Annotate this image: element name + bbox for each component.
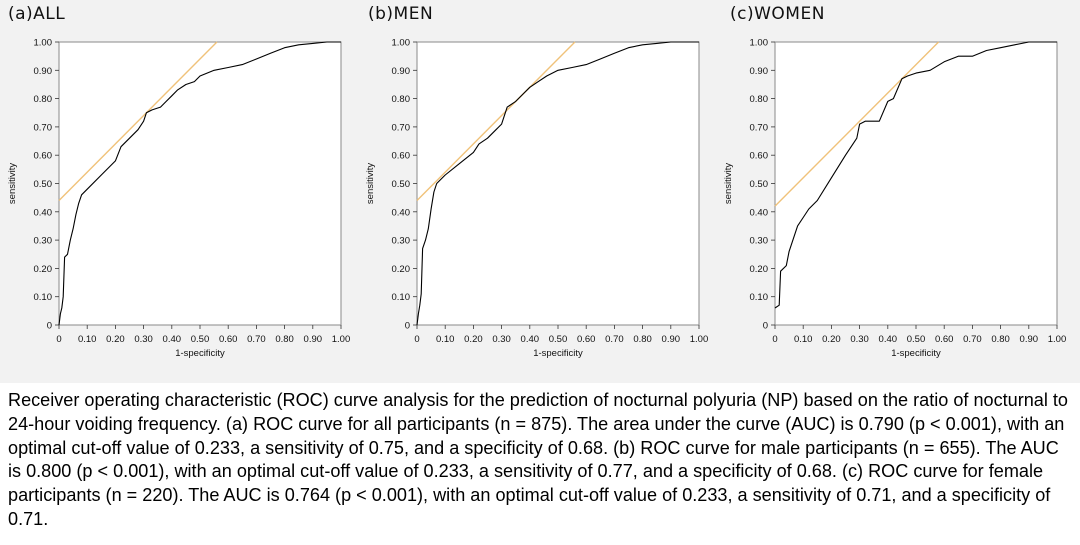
x-tick-label: 0.30 xyxy=(850,334,869,345)
figure-area: (a)ALL 0 0.10 0.20 0.30 0.40 0.50 0.60 0.70 0.80… xyxy=(0,0,1080,383)
y-tick-label: 1.00 xyxy=(392,38,411,49)
y-tick-label: 0 xyxy=(405,321,410,332)
plot-area xyxy=(416,41,700,326)
x-tick-label: 0.40 xyxy=(521,334,540,345)
y-tick-label: 0.30 xyxy=(34,236,53,247)
x-tick-label: 0.80 xyxy=(275,334,294,345)
tangent-line xyxy=(774,41,940,207)
panel-label: (a)ALL xyxy=(8,4,66,24)
x-tick-label: 0.70 xyxy=(605,334,624,345)
x-tick-label: 1.00 xyxy=(1048,334,1067,345)
x-tick-label: 0.40 xyxy=(163,334,182,345)
roc-panel-all: (a)ALL 0 0.10 0.20 0.30 0.40 0.50 0.60 0.70 0.80… xyxy=(0,0,360,383)
x-tick-label: 0.60 xyxy=(577,334,596,345)
plot-area xyxy=(774,41,1058,326)
roc-curve xyxy=(774,41,1057,309)
x-tick-label: 0.70 xyxy=(247,334,266,345)
roc-panel-women: (c)WOMEN 0 0.10 0.20 0.30 0.40 0.50 0.60 0.70 0.… xyxy=(716,0,1076,383)
y-tick-label: 0.60 xyxy=(34,151,53,162)
tangent-line xyxy=(416,41,576,201)
x-tick-label: 0.60 xyxy=(935,334,954,345)
x-tick-label: 1.00 xyxy=(690,334,709,345)
y-tick-label: 1.00 xyxy=(34,38,53,49)
y-tick-label: 1.00 xyxy=(750,38,769,49)
roc-panel-men: (b)MEN 0 0.10 0.20 0.30 0.40 0.50 0.60 0.70 0.80… xyxy=(358,0,718,383)
y-axis-label: sensitivity xyxy=(365,163,376,204)
x-tick-label: 0 xyxy=(56,334,61,345)
x-axis-label: 1-specificity xyxy=(175,348,225,359)
roc-chart-men: 0 0.10 0.20 0.30 0.40 0.50 0.60 0.70 0.80 0.90 1.0… xyxy=(365,38,709,360)
y-tick-label: 0.20 xyxy=(392,264,411,275)
y-tick-label: 0.70 xyxy=(34,122,53,133)
y-axis-label: sensitivity xyxy=(7,163,18,204)
x-tick-label: 0.30 xyxy=(492,334,511,345)
y-tick-label: 0.10 xyxy=(34,292,53,303)
roc-chart-women: 0 0.10 0.20 0.30 0.40 0.50 0.60 0.70 0.80 0.90 1.0… xyxy=(723,38,1067,360)
y-tick-label: 0 xyxy=(763,321,768,332)
y-tick-label: 0.90 xyxy=(34,66,53,77)
panel-label: (c)WOMEN xyxy=(730,4,825,24)
x-tick-label: 0.70 xyxy=(963,334,982,345)
y-tick-label: 0.60 xyxy=(750,151,769,162)
y-tick-label: 0.40 xyxy=(750,207,769,218)
y-tick-label: 0.10 xyxy=(750,292,769,303)
x-tick-label: 0.30 xyxy=(134,334,153,345)
x-tick-label: 0 xyxy=(772,334,777,345)
plot-area xyxy=(58,41,342,326)
x-tick-label: 0.40 xyxy=(879,334,898,345)
roc-curve xyxy=(416,41,699,326)
x-axis-label: 1-specificity xyxy=(533,348,583,359)
y-tick-label: 0.90 xyxy=(750,66,769,77)
y-axis-label: sensitivity xyxy=(723,163,734,204)
x-tick-label: 0.20 xyxy=(106,334,125,345)
x-tick-label: 0.60 xyxy=(219,334,238,345)
x-tick-label: 0.50 xyxy=(549,334,568,345)
x-tick-label: 0.50 xyxy=(191,334,210,345)
y-tick-label: 0.40 xyxy=(392,207,411,218)
x-axis-label: 1-specificity xyxy=(891,348,941,359)
y-tick-label: 0.60 xyxy=(392,151,411,162)
tangent-line xyxy=(58,41,218,201)
x-tick-label: 0.80 xyxy=(633,334,652,345)
x-tick-label: 0.90 xyxy=(1020,334,1039,345)
y-tick-label: 0.50 xyxy=(750,179,769,190)
y-tick-label: 0.40 xyxy=(34,207,53,218)
y-tick-label: 0.30 xyxy=(750,236,769,247)
y-tick-label: 0.50 xyxy=(392,179,411,190)
y-tick-label: 0.80 xyxy=(750,94,769,105)
y-tick-label: 0.80 xyxy=(34,94,53,105)
y-tick-label: 0.10 xyxy=(392,292,411,303)
x-tick-label: 0.10 xyxy=(794,334,813,345)
roc-curve xyxy=(58,41,341,326)
y-tick-label: 0.90 xyxy=(392,66,411,77)
y-tick-label: 0.20 xyxy=(750,264,769,275)
x-tick-label: 0.20 xyxy=(464,334,483,345)
x-tick-label: 0.10 xyxy=(78,334,97,345)
y-tick-label: 0.20 xyxy=(34,264,53,275)
y-tick-label: 0.80 xyxy=(392,94,411,105)
x-tick-label: 0.20 xyxy=(822,334,841,345)
x-tick-label: 0.90 xyxy=(304,334,323,345)
y-tick-label: 0.70 xyxy=(392,122,411,133)
panel-label: (b)MEN xyxy=(368,4,434,24)
figure-caption: Receiver operating characteristic (ROC) … xyxy=(8,390,1068,529)
x-tick-label: 1.00 xyxy=(332,334,351,345)
x-tick-label: 0 xyxy=(414,334,419,345)
x-tick-label: 0.10 xyxy=(436,334,455,345)
y-tick-label: 0.30 xyxy=(392,236,411,247)
x-tick-label: 0.50 xyxy=(907,334,926,345)
y-tick-label: 0 xyxy=(47,321,52,332)
y-tick-label: 0.70 xyxy=(750,122,769,133)
y-tick-label: 0.50 xyxy=(34,179,53,190)
x-tick-label: 0.80 xyxy=(991,334,1010,345)
roc-chart-all: 0 0.10 0.20 0.30 0.40 0.50 0.60 0.70 0.80 0.90 1.0… xyxy=(7,38,351,360)
x-tick-label: 0.90 xyxy=(662,334,681,345)
